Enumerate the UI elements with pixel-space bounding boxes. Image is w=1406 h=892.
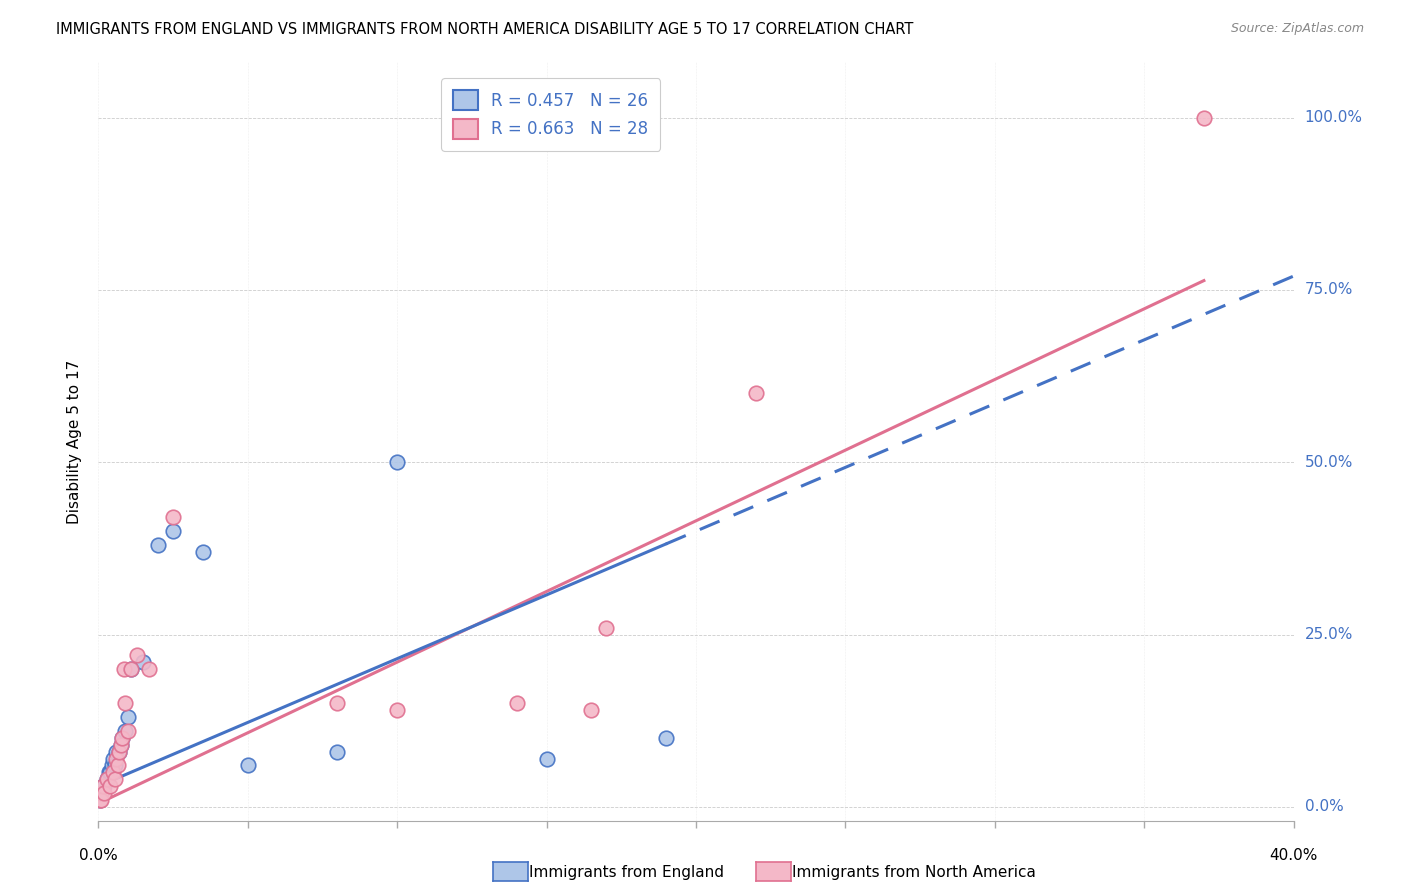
Point — [745, 386, 768, 401]
Point — [101, 758, 124, 772]
Point — [98, 765, 122, 780]
Text: 40.0%: 40.0% — [1270, 848, 1317, 863]
Point — [90, 786, 112, 800]
Point — [114, 724, 136, 739]
Text: 0.0%: 0.0% — [79, 848, 118, 863]
Point — [326, 697, 349, 711]
Point — [108, 745, 131, 759]
Point — [110, 738, 132, 752]
Point — [111, 731, 134, 745]
Point — [103, 751, 125, 765]
Point — [581, 703, 603, 717]
Text: IMMIGRANTS FROM ENGLAND VS IMMIGRANTS FROM NORTH AMERICA DISABILITY AGE 5 TO 17 : IMMIGRANTS FROM ENGLAND VS IMMIGRANTS FR… — [56, 22, 914, 37]
Point — [385, 703, 409, 717]
Legend: R = 0.457   N = 26, R = 0.663   N = 28: R = 0.457 N = 26, R = 0.663 N = 28 — [441, 78, 661, 151]
Point — [162, 510, 184, 524]
Point — [108, 745, 131, 759]
Text: 25.0%: 25.0% — [1305, 627, 1353, 642]
Text: Source: ZipAtlas.com: Source: ZipAtlas.com — [1230, 22, 1364, 36]
Point — [1192, 111, 1215, 125]
Point — [104, 758, 127, 772]
Text: 75.0%: 75.0% — [1305, 283, 1353, 297]
Point — [120, 662, 142, 676]
Point — [89, 793, 111, 807]
Point — [96, 772, 118, 787]
Point — [110, 738, 132, 752]
Text: 100.0%: 100.0% — [1305, 110, 1362, 125]
Point — [114, 697, 136, 711]
Point — [595, 621, 617, 635]
Point — [98, 779, 122, 793]
Point — [506, 697, 529, 711]
Point — [655, 731, 678, 745]
Point — [91, 779, 114, 793]
Point — [117, 724, 139, 739]
Point — [105, 751, 128, 765]
Point — [89, 793, 111, 807]
Text: 50.0%: 50.0% — [1305, 455, 1353, 470]
Point — [93, 786, 115, 800]
Text: 0.0%: 0.0% — [1305, 799, 1343, 814]
Point — [117, 710, 139, 724]
Point — [90, 793, 112, 807]
Point — [91, 779, 114, 793]
Point — [536, 751, 558, 765]
Point — [93, 779, 115, 793]
Point — [138, 662, 160, 676]
Text: Immigrants from England: Immigrants from England — [529, 865, 724, 880]
Point — [104, 772, 127, 787]
Point — [120, 662, 142, 676]
Point — [326, 745, 349, 759]
Point — [90, 786, 112, 800]
Point — [97, 765, 120, 780]
Y-axis label: Disability Age 5 to 17: Disability Age 5 to 17 — [67, 359, 83, 524]
Point — [127, 648, 149, 663]
Point — [162, 524, 184, 538]
Point — [96, 772, 118, 787]
Point — [191, 545, 214, 559]
Point — [132, 655, 155, 669]
Point — [111, 731, 134, 745]
Point — [148, 538, 170, 552]
Point — [103, 765, 125, 780]
Text: Immigrants from North America: Immigrants from North America — [792, 865, 1035, 880]
Point — [112, 662, 135, 676]
Point — [236, 758, 259, 772]
Point — [105, 745, 128, 759]
Point — [107, 758, 129, 772]
Point — [385, 455, 409, 469]
